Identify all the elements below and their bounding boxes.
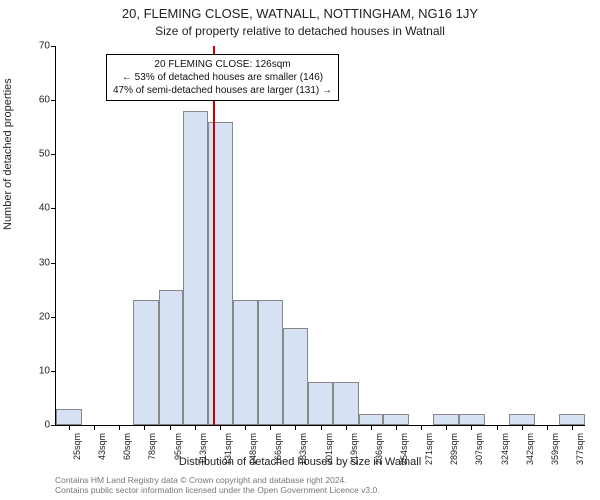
x-tick [371, 425, 372, 430]
x-tick [547, 425, 548, 430]
histogram-bar [258, 300, 284, 425]
plot-area: 20 FLEMING CLOSE: 126sqm← 53% of detache… [55, 46, 585, 426]
y-tick-label: 50 [39, 149, 50, 160]
x-tick [170, 425, 171, 430]
marker-line [213, 46, 215, 425]
x-axis-label: Distribution of detached houses by size … [0, 456, 600, 468]
y-tick-label: 60 [39, 95, 50, 106]
x-tick [270, 425, 271, 430]
histogram-bar [509, 414, 535, 425]
y-tick-label: 0 [44, 420, 50, 431]
y-tick [51, 371, 56, 372]
footnote-line: Contains HM Land Registry data © Crown c… [55, 475, 585, 486]
histogram-bar [233, 300, 257, 425]
x-tick [446, 425, 447, 430]
histogram-bar [283, 328, 307, 425]
y-tick [51, 100, 56, 101]
x-tick [220, 425, 221, 430]
x-tick [295, 425, 296, 430]
x-tick [195, 425, 196, 430]
histogram-bar [159, 290, 183, 425]
y-tick [51, 46, 56, 47]
histogram-bar [183, 111, 207, 425]
footnote-line: Contains public sector information licen… [55, 485, 585, 496]
histogram-bar [56, 409, 82, 425]
y-axis-label: Number of detached properties [2, 78, 14, 230]
histogram-bar [333, 382, 359, 425]
y-tick [51, 208, 56, 209]
chart-title-main: 20, FLEMING CLOSE, WATNALL, NOTTINGHAM, … [0, 6, 600, 21]
y-tick-label: 30 [39, 257, 50, 268]
y-tick-label: 10 [39, 365, 50, 376]
annotation-line: 20 FLEMING CLOSE: 126sqm [113, 58, 332, 71]
annotation-line: ← 53% of detached houses are smaller (14… [113, 71, 332, 84]
y-tick [51, 425, 56, 426]
y-tick [51, 263, 56, 264]
x-tick [321, 425, 322, 430]
y-tick-label: 70 [39, 41, 50, 52]
x-tick [245, 425, 246, 430]
x-tick [421, 425, 422, 430]
histogram-bar [308, 382, 334, 425]
histogram-bar [459, 414, 485, 425]
x-tick [346, 425, 347, 430]
histogram-bar [208, 122, 234, 425]
x-tick [497, 425, 498, 430]
y-tick [51, 154, 56, 155]
x-tick [144, 425, 145, 430]
histogram-bar [133, 300, 159, 425]
histogram-bar [559, 414, 585, 425]
chart-title-sub: Size of property relative to detached ho… [0, 24, 600, 38]
x-tick [572, 425, 573, 430]
x-tick [94, 425, 95, 430]
histogram-bar [433, 414, 459, 425]
histogram-bar [383, 414, 409, 425]
annotation-line: 47% of semi-detached houses are larger (… [113, 84, 332, 97]
annotation-box: 20 FLEMING CLOSE: 126sqm← 53% of detache… [106, 54, 339, 101]
y-tick-label: 40 [39, 203, 50, 214]
footnote: Contains HM Land Registry data © Crown c… [55, 475, 585, 496]
y-tick-label: 20 [39, 311, 50, 322]
x-tick [471, 425, 472, 430]
x-tick [396, 425, 397, 430]
x-tick [522, 425, 523, 430]
histogram-chart: 20, FLEMING CLOSE, WATNALL, NOTTINGHAM, … [0, 0, 600, 500]
histogram-bar [359, 414, 383, 425]
y-tick [51, 317, 56, 318]
x-tick [69, 425, 70, 430]
x-tick [119, 425, 120, 430]
